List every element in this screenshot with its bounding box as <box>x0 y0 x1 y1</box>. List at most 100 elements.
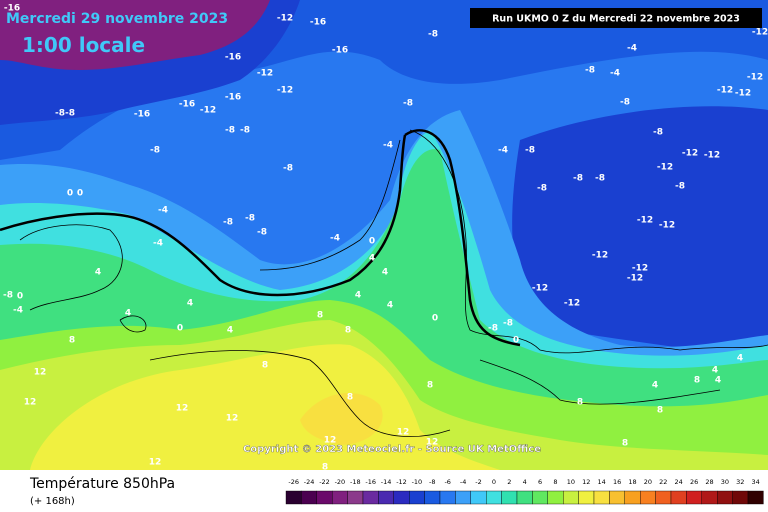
scale-tick-label: -18 <box>350 478 361 486</box>
contour-label: -12 <box>747 73 763 83</box>
time: 1:00 locale <box>22 33 145 57</box>
contour-label: 0 <box>369 237 375 247</box>
contour-label: -4 <box>610 69 620 79</box>
coastlines <box>19 129 768 437</box>
scale-swatch <box>732 490 749 505</box>
scale-swatch <box>455 490 471 505</box>
scale-tick-label: 30 <box>721 478 729 486</box>
contour-label: -12 <box>564 299 580 309</box>
scale-tick-label: -8 <box>429 478 435 486</box>
zero-isotherm <box>0 129 521 347</box>
contour-label: -12 <box>257 69 273 79</box>
scale-swatch <box>578 490 595 505</box>
contour-label: 4 <box>715 376 721 386</box>
contour-label: -16 <box>179 100 195 110</box>
scale-tick-label: 2 <box>507 478 511 486</box>
contour-label: -4 <box>383 141 393 151</box>
scale-tick-label: 16 <box>613 478 621 486</box>
contour-label: 12 <box>426 438 439 448</box>
contour-label: -8 <box>537 184 547 194</box>
contour-label: 8 <box>317 311 323 321</box>
scale-tick-label: -24 <box>304 478 315 486</box>
scale-tick-label: -12 <box>396 478 407 486</box>
contour-label: 4 <box>355 291 361 301</box>
contour-label: 4 <box>382 268 388 278</box>
scale-swatch <box>670 490 687 505</box>
contour-label: -8 <box>595 174 605 184</box>
contour-label: -16 <box>4 4 20 14</box>
scale-tick-label: -6 <box>444 478 450 486</box>
scale-tick-label: 0 <box>492 478 496 486</box>
contour-label: -8 <box>283 164 293 174</box>
scale-swatch <box>378 490 394 505</box>
scale-swatch <box>424 490 441 505</box>
scale-swatch <box>717 490 733 505</box>
scale-swatch <box>640 490 656 505</box>
scale-swatch <box>686 490 703 505</box>
contour-label: 8 <box>322 463 328 473</box>
scale-tick-label: -20 <box>335 478 346 486</box>
contour-label: -8 <box>240 126 250 136</box>
scale-tick-label: 26 <box>690 478 698 486</box>
scale-tick-label: 14 <box>598 478 606 486</box>
scale-swatch <box>701 490 718 505</box>
contour-label: -8 <box>503 319 513 329</box>
scale-swatch <box>362 490 379 505</box>
scale-tick-label: 20 <box>644 478 652 486</box>
contour-label: 8 <box>657 406 663 416</box>
footer-title: Température 850hPa <box>29 476 175 492</box>
scale-tick-label: 10 <box>567 478 575 486</box>
contour-label: 12 <box>226 414 239 424</box>
contour-label: -12 <box>704 151 720 161</box>
scale-tick-label: -22 <box>319 478 330 486</box>
contour-label: 12 <box>324 436 337 446</box>
scale-tick-label: 34 <box>752 478 760 486</box>
contour-label: 4 <box>387 301 393 311</box>
run-box <box>470 8 762 28</box>
contour-label: -12 <box>735 89 751 99</box>
scale-swatch <box>285 490 302 505</box>
contour-label: 4 <box>125 309 131 319</box>
contour-label: -12 <box>532 284 548 294</box>
scale-swatch <box>486 490 502 505</box>
contour-label: 12 <box>34 368 47 378</box>
contour-label: -8 <box>55 109 65 119</box>
contour-label: 8 <box>427 381 433 391</box>
contour-label: -8 <box>223 218 233 228</box>
scale-swatch <box>593 490 610 505</box>
scale-tick-label: -16 <box>365 478 376 486</box>
contour-label: 8 <box>347 393 353 403</box>
contour-label: -16 <box>225 53 241 63</box>
scale-swatch <box>470 490 487 505</box>
contour-label: -4 <box>330 234 340 244</box>
contour-label: 0 <box>513 336 519 346</box>
contour-label: -8 <box>245 214 255 224</box>
scale-tick-label: -26 <box>288 478 299 486</box>
contour-label: -16 <box>225 93 241 103</box>
contour-label: -16 <box>332 46 348 56</box>
contour-label: -8 <box>225 126 235 136</box>
scale-swatch <box>409 490 425 505</box>
scale-swatch <box>532 490 549 505</box>
contour-label: -16 <box>134 110 150 120</box>
scale-tick-label: 18 <box>628 478 636 486</box>
scale-tick-label: 22 <box>659 478 667 486</box>
contour-label: 0 <box>67 189 73 199</box>
contour-label: 8 <box>577 398 583 408</box>
contour-label: -8 <box>573 174 583 184</box>
scale-swatch <box>516 490 533 505</box>
contour-label: 0 <box>177 324 183 334</box>
contour-label: -8 <box>675 182 685 192</box>
scale-tick-label: 32 <box>736 478 744 486</box>
contour-label: 4 <box>737 354 743 364</box>
contour-label: 8 <box>69 336 75 346</box>
contour-label: -12 <box>717 86 733 96</box>
contour-label: 12 <box>397 428 410 438</box>
contour-label: 0 <box>77 189 83 199</box>
contour-label: 4 <box>652 381 658 391</box>
scale-tick-label: -10 <box>412 478 423 486</box>
color-scale: -26 -24 -22 -20 -18 -16 -14 -12 -10 -8 -6 -4 -2 0 2 4 6 8… <box>285 478 764 505</box>
temperature-field <box>0 0 768 471</box>
scale-tick-label: 28 <box>705 478 713 486</box>
